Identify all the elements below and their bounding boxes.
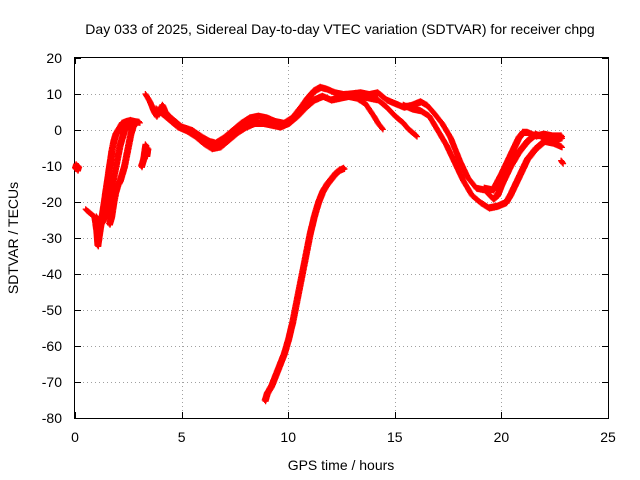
y-tick-label: 10 [46,86,62,102]
series-markers [106,119,139,228]
y-tick-label: 20 [46,50,62,66]
series-markers [93,121,133,228]
x-tick-label: 25 [600,429,616,445]
series-scatter-near-3h [138,141,152,171]
x-tick-label: 0 [71,429,79,445]
x-axis-title: GPS time / hours [288,457,395,473]
y-tick-label: -20 [42,194,62,210]
series-markers [558,157,567,167]
series-morning-rise-b [93,121,133,228]
series-steep-rise-arc [261,164,348,405]
y-tick-label: -50 [42,302,62,318]
y-axis-title: SDTVAR / TECUs [5,182,21,294]
series-markers [481,128,565,194]
series-evening-band-upper [481,128,565,194]
chart-title: Day 033 of 2025, Sidereal Day-to-day VTE… [85,21,594,37]
series-markers [153,92,386,153]
series-late-isolated [558,157,567,167]
x-tick-label: 10 [280,429,296,445]
y-tick-label: -60 [42,338,62,354]
y-tick-label: 0 [54,122,62,138]
series-day-band-lower [153,92,386,153]
series-markers [261,164,348,405]
series-markers [72,161,83,174]
x-tick-label: 15 [387,429,403,445]
series-markers [400,101,565,212]
series-evening-band-lower [400,101,565,212]
y-tick-label: -30 [42,230,62,246]
y-tick-label: -80 [42,410,62,426]
x-tick-label: 20 [494,429,510,445]
y-tick-label: -10 [42,158,62,174]
plot-frame [74,57,609,419]
axis-ticks: 0 5 10 15 20 25 -80 -70 -60 -50 -40 -30 -20 -10 0 10 20 [42,50,616,445]
series-early-isolated [72,161,83,174]
y-tick-label: -70 [42,374,62,390]
data-marks [72,83,567,405]
series-markers [138,141,152,171]
x-tick-label: 5 [178,429,186,445]
series-markers [349,91,420,140]
series-morning-rise-c [106,119,139,228]
y-tick-label: -40 [42,266,62,282]
series-afternoon-branch [349,91,420,140]
